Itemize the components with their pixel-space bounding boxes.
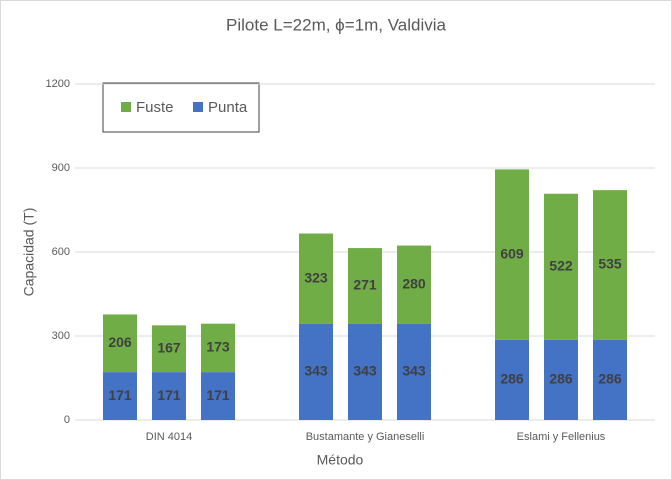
bar-segment [152, 372, 186, 420]
data-label: 171 [108, 387, 132, 403]
chart-title: Pilote L=22m, ϕ=1m, Valdivia [226, 15, 446, 34]
x-axis-label: Método [317, 452, 364, 468]
x-tick-label: DIN 4014 [146, 431, 192, 443]
data-label: 280 [402, 275, 426, 291]
y-tick-label: 900 [52, 162, 70, 174]
bar-segment [397, 323, 431, 420]
y-axis-label: Capacidad (T) [21, 208, 37, 297]
data-label: 323 [304, 269, 328, 285]
y-tick-label: 300 [52, 330, 70, 342]
data-label: 271 [353, 277, 377, 293]
bar-segment [103, 314, 137, 373]
data-label: 206 [108, 334, 132, 350]
bar-segment [348, 323, 382, 420]
data-label: 343 [304, 363, 328, 379]
legend-swatch [193, 102, 203, 112]
legend-label: Punta [208, 99, 248, 116]
bar-segment [299, 233, 333, 324]
y-tick-label: 0 [64, 414, 70, 426]
data-label: 167 [157, 339, 181, 355]
data-label: 171 [206, 387, 230, 403]
data-label: 343 [353, 363, 377, 379]
x-tick-label: Eslami y Fellenius [517, 431, 606, 443]
data-label: 286 [598, 371, 622, 387]
bar-segment [495, 339, 529, 420]
bar-segment [103, 372, 137, 420]
bar-segment [544, 339, 578, 420]
data-label: 286 [549, 371, 573, 387]
bar-segment [201, 323, 235, 373]
x-tick-label: Bustamante y Gianeselli [306, 431, 425, 443]
data-label: 171 [157, 387, 181, 403]
data-label: 522 [549, 258, 573, 274]
bar-segment [201, 372, 235, 420]
legend-label: Fuste [136, 99, 174, 116]
bar-segment [152, 325, 186, 373]
data-label: 535 [598, 256, 622, 272]
data-label: 343 [402, 363, 426, 379]
data-label: 609 [500, 245, 524, 261]
data-label: 286 [500, 371, 524, 387]
bar-segment [397, 245, 431, 324]
bar-segment [593, 339, 627, 420]
bar-segment [299, 323, 333, 420]
y-tick-label: 1200 [46, 78, 70, 90]
bar-segment [495, 169, 529, 340]
bar-segment [348, 248, 382, 324]
data-label: 173 [206, 339, 230, 355]
legend-swatch [121, 102, 131, 112]
bar-segment [544, 193, 578, 340]
bar-segment [593, 190, 627, 340]
y-tick-label: 600 [52, 246, 70, 258]
